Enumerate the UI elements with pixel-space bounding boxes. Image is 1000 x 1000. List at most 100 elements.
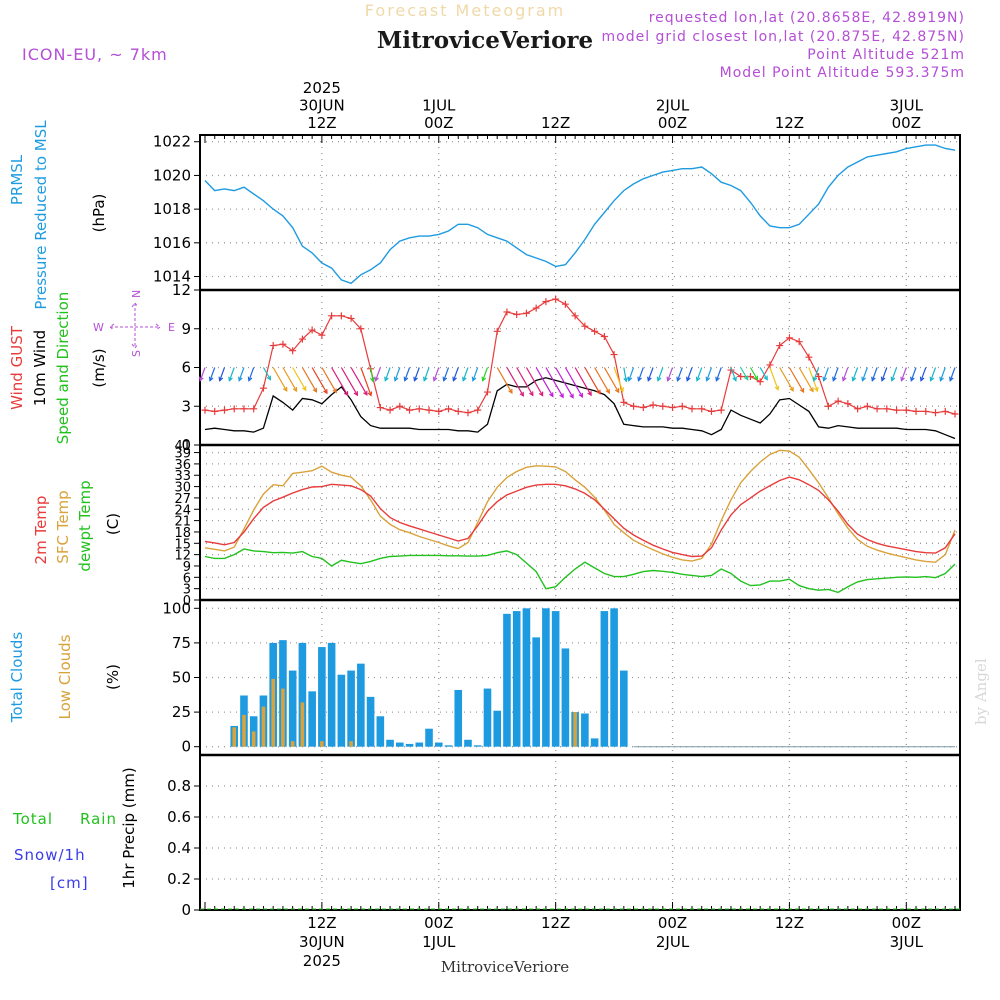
wind-direction-arrow: [238, 367, 245, 381]
chart-title: Forecast Meteogram: [365, 1, 565, 20]
wind-direction-arrow-head: [715, 376, 720, 382]
wind-gust-marker: [795, 338, 803, 346]
station-name: MitroviceVeriore: [377, 27, 593, 54]
y-tick-label: 12: [172, 281, 191, 299]
wind-speed-line: [204, 377, 956, 440]
total-cloud-bar: [386, 739, 394, 747]
wind-direction-arrow: [930, 367, 937, 381]
total-cloud-bar: [493, 710, 502, 747]
wind-direction-arrow: [369, 367, 374, 382]
low-cloud-bar: [271, 678, 275, 747]
wind-direction-arrow: [423, 367, 430, 381]
wind-gust-marker: [289, 347, 297, 355]
time-label-top: 2025: [303, 79, 341, 97]
wind-direction-arrow-head: [900, 376, 905, 382]
wind-direction-arrow-head: [939, 376, 944, 382]
wind-direction-arrow: [452, 367, 459, 381]
total-rain-label: Rain: [80, 810, 117, 828]
wind-direction-arrow: [574, 367, 592, 396]
wind-direction-arrow: [209, 367, 216, 381]
wind-gust-marker: [776, 342, 784, 350]
wind-direction-arrow: [496, 367, 513, 394]
total-cloud-bar: [357, 663, 365, 747]
wind-gust-marker: [717, 406, 725, 414]
wind-gust-marker: [581, 322, 589, 330]
wind-gust-marker: [610, 351, 618, 359]
y-tick-label: 50: [172, 669, 191, 687]
time-label-bottom: 00Z: [892, 914, 921, 932]
wind-direction-arrow-head: [929, 376, 935, 382]
dewpoint-label: dewpt Temp: [76, 480, 94, 571]
total-cloud-bar: [444, 745, 453, 747]
wind-direction-arrow: [301, 367, 317, 393]
wind-direction-arrow: [535, 367, 554, 397]
wind-direction-arrow-head: [282, 386, 288, 392]
total-cloud-bar: [551, 611, 560, 747]
wind-gust-marker: [893, 406, 901, 414]
wind-direction-arrow: [594, 367, 610, 394]
wind-direction-arrow: [730, 367, 737, 381]
time-label-bottom: 12Z: [775, 914, 804, 932]
wind-direction-arrow-head: [370, 377, 375, 383]
snow-unit-label: [cm]: [50, 874, 89, 892]
wind-gust-marker: [503, 308, 511, 316]
compass-rose: [109, 302, 161, 349]
low-cloud-bar: [232, 727, 237, 747]
y-tick-label: 27: [174, 492, 191, 507]
wind-gust-marker: [844, 400, 852, 408]
total-cloud-bar: [620, 670, 628, 747]
wind-direction-arrow: [282, 367, 298, 392]
wind-gust-marker: [269, 342, 277, 350]
time-label-bottom: 2JUL: [656, 933, 690, 951]
total-cloud-bar: [464, 739, 472, 747]
low-cloud-bar: [320, 741, 324, 747]
wind-gust-marker: [863, 402, 871, 410]
wind-gust-marker: [259, 384, 267, 392]
wind-direction-arrow: [949, 367, 956, 381]
wind-direction-arrow-head: [413, 376, 418, 382]
temp-2m-line: [204, 476, 956, 558]
low-cloud-bar: [261, 706, 266, 747]
total-cloud-bar: [532, 637, 540, 747]
total-cloud-label: Total Clouds: [8, 632, 26, 724]
wind-gust-marker: [912, 407, 920, 415]
time-label-top: 00Z: [892, 114, 921, 132]
wind-direction-arrow: [686, 367, 693, 381]
wind-direction-arrow-head: [614, 388, 620, 394]
wind-gust-marker: [707, 407, 715, 415]
wind-gust-marker: [620, 398, 628, 406]
wind-direction-arrow: [939, 367, 946, 381]
wind-direction-arrow-head: [890, 376, 896, 382]
y-tick-label: 6: [181, 359, 191, 377]
wind-direction-arrow: [676, 367, 683, 381]
wind-direction-arrow-head: [529, 391, 534, 397]
wind-gust-marker: [922, 407, 930, 415]
wind-gust-marker: [435, 407, 443, 415]
y-tick-label: 15: [174, 537, 191, 552]
wind-direction-arrow-head: [647, 376, 652, 382]
wind-unit: (m/s): [90, 348, 108, 387]
y-tick-label: 39: [174, 447, 191, 462]
wind-gust-marker: [513, 311, 521, 319]
time-label-bottom: 00Z: [658, 914, 687, 932]
wind-direction-arrow: [404, 367, 411, 381]
wind-direction-arrow-head: [199, 376, 204, 382]
wind-direction-arrow: [769, 367, 779, 390]
wind-direction-arrow: [340, 367, 358, 396]
wind-direction-arrow: [759, 367, 768, 380]
wind-gust-marker: [659, 402, 667, 410]
total-cloud-bar: [503, 613, 511, 747]
dewpoint-line: [204, 548, 956, 594]
wind-gust-marker: [220, 406, 228, 414]
wind-direction-arrow: [384, 367, 391, 381]
wind-direction-arrow: [852, 367, 859, 381]
y-tick-label: 0.8: [167, 777, 191, 795]
y-tick-label: 33: [174, 469, 191, 484]
wind-gust-marker: [785, 334, 793, 342]
y-tick-label: 12: [174, 549, 191, 564]
wind-direction-arrow: [920, 367, 927, 381]
wind-gust-marker: [688, 405, 696, 413]
wind-gust-marker: [376, 404, 384, 412]
wind-direction-arrow: [623, 367, 627, 382]
